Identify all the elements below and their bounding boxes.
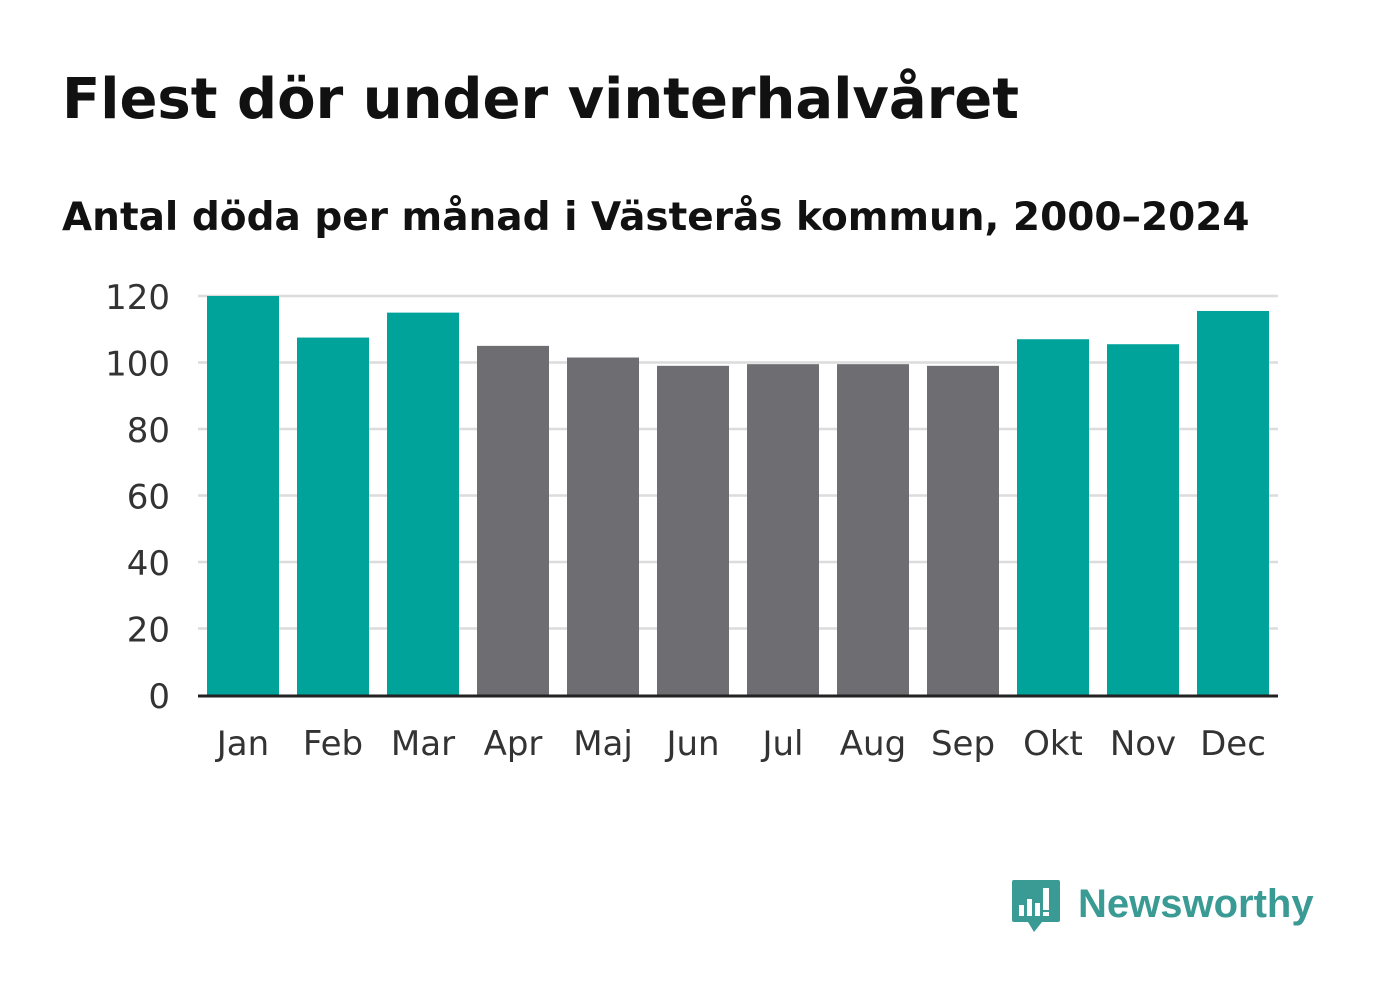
bar-sep — [927, 365, 999, 695]
bar-jul — [747, 364, 819, 695]
bar-jun — [657, 365, 729, 695]
gridlines — [198, 294, 1278, 630]
x-tick-label: Feb — [303, 724, 363, 764]
chart-title: Flest dör under vinterhalvåret — [62, 67, 1020, 132]
bar-aug — [837, 364, 909, 695]
y-tick-label: 60 — [127, 478, 170, 518]
bar-nov — [1107, 344, 1179, 695]
newsworthy-logo: Newsworthy — [1010, 878, 1330, 944]
newsworthy-logo-icon — [1012, 880, 1060, 932]
bar-okt — [1017, 339, 1089, 695]
x-tick-label: Mar — [391, 724, 455, 764]
x-tick-label: Jun — [664, 724, 719, 764]
x-tick-label: Aug — [840, 724, 906, 764]
bar-apr — [477, 345, 549, 695]
bar-jan — [207, 296, 279, 695]
x-tick-label: Dec — [1200, 724, 1266, 764]
x-tick-label: Maj — [573, 724, 633, 764]
x-tick-label: Jul — [760, 724, 803, 764]
chart-subtitle: Antal döda per månad i Västerås kommun, … — [62, 195, 1250, 240]
bar-feb — [297, 337, 369, 695]
y-axis-ticks: 0 20 40 60 80 100 120 — [105, 278, 170, 717]
y-tick-label: 80 — [127, 411, 170, 451]
y-tick-label: 120 — [105, 278, 170, 318]
x-tick-label: Apr — [484, 724, 543, 764]
y-tick-label: 20 — [127, 611, 170, 651]
bar-maj — [567, 357, 639, 695]
x-tick-label: Sep — [931, 724, 995, 764]
x-tick-label: Nov — [1110, 724, 1176, 764]
y-tick-label: 40 — [127, 544, 170, 584]
bars — [207, 296, 1269, 695]
brand-name: Newsworthy — [1078, 882, 1314, 926]
bar-mar — [387, 312, 459, 695]
bar-dec — [1197, 310, 1269, 695]
x-tick-label: Jan — [215, 724, 269, 764]
y-tick-label: 0 — [148, 677, 170, 717]
x-axis-ticks: Jan Feb Mar Apr Maj Jun Jul Aug Sep Okt Nov Dec — [215, 724, 1266, 764]
y-tick-label: 100 — [105, 345, 170, 385]
x-tick-label: Okt — [1023, 724, 1083, 764]
